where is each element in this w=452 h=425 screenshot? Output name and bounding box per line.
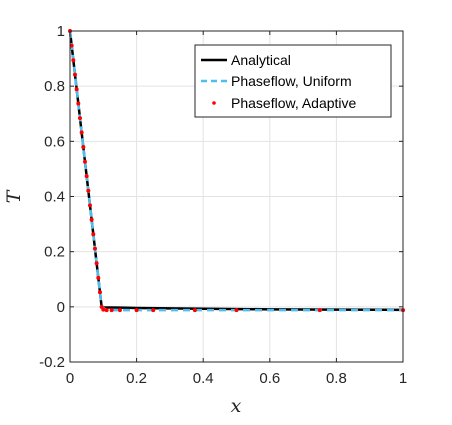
data-point-phaseflow-adaptive bbox=[134, 308, 139, 313]
data-point-phaseflow-adaptive bbox=[91, 232, 96, 237]
legend-box bbox=[194, 44, 392, 118]
data-point-phaseflow-adaptive bbox=[151, 308, 156, 313]
y-tick-label: 0.4 bbox=[44, 189, 65, 206]
data-point-phaseflow-adaptive bbox=[89, 217, 94, 222]
x-tick-label: 1 bbox=[399, 370, 407, 387]
legend-label-uniform: Phaseflow, Uniform bbox=[231, 73, 352, 89]
data-point-phaseflow-adaptive bbox=[69, 43, 74, 48]
data-point-phaseflow-adaptive bbox=[79, 130, 84, 135]
data-point-phaseflow-adaptive bbox=[117, 308, 122, 313]
x-tick-label: 0 bbox=[66, 370, 74, 387]
tick-labels: 0 0.2 0.4 0.6 0.8 1-0.200.20.40.60.81 bbox=[39, 23, 407, 387]
data-point-phaseflow-adaptive bbox=[97, 290, 102, 295]
data-point-phaseflow-adaptive bbox=[86, 188, 91, 193]
legend: Analytical Phaseflow, Uniform Phaseflow,… bbox=[194, 44, 392, 118]
data-point-phaseflow-adaptive bbox=[72, 72, 77, 77]
data-point-phaseflow-adaptive bbox=[81, 145, 86, 150]
x-tick-label: 0.2 bbox=[126, 370, 147, 387]
y-axis-label: T bbox=[3, 189, 25, 203]
y-tick-label: 0.2 bbox=[44, 244, 65, 261]
y-tick-label: 0 bbox=[57, 299, 65, 316]
data-point-phaseflow-adaptive bbox=[92, 246, 97, 251]
y-tick-label: 1 bbox=[57, 23, 65, 40]
plot-data bbox=[68, 29, 405, 313]
data-point-phaseflow-adaptive bbox=[104, 308, 109, 313]
data-point-phaseflow-adaptive bbox=[94, 261, 99, 266]
data-point-phaseflow-adaptive bbox=[76, 101, 81, 106]
data-point-phaseflow-adaptive bbox=[109, 308, 114, 313]
axes bbox=[69, 30, 404, 363]
legend-marker-adaptive bbox=[212, 101, 216, 105]
x-axis-label: x bbox=[231, 395, 242, 417]
y-tick-label: 0.8 bbox=[44, 78, 65, 95]
x-tick-label: 0.8 bbox=[326, 370, 347, 387]
data-point-phaseflow-adaptive bbox=[317, 308, 322, 313]
data-point-phaseflow-adaptive bbox=[84, 174, 89, 179]
x-tick-label: 0.6 bbox=[259, 370, 280, 387]
y-tick-label: 0.6 bbox=[44, 133, 65, 150]
data-point-phaseflow-adaptive bbox=[96, 275, 101, 280]
x-tick-label: 0.4 bbox=[193, 370, 214, 387]
y-tick-label: -0.2 bbox=[39, 354, 65, 371]
legend-label-analytical: Analytical bbox=[231, 52, 291, 68]
data-point-phaseflow-adaptive bbox=[71, 58, 76, 63]
data-point-phaseflow-adaptive bbox=[82, 159, 87, 164]
data-point-phaseflow-adaptive bbox=[101, 307, 106, 312]
data-point-phaseflow-adaptive bbox=[77, 116, 82, 121]
legend-label-adaptive: Phaseflow, Adaptive bbox=[231, 95, 357, 111]
data-point-phaseflow-adaptive bbox=[74, 87, 79, 92]
data-point-phaseflow-adaptive bbox=[192, 308, 197, 313]
data-point-phaseflow-adaptive bbox=[234, 308, 239, 313]
data-point-phaseflow-adaptive bbox=[87, 203, 92, 208]
